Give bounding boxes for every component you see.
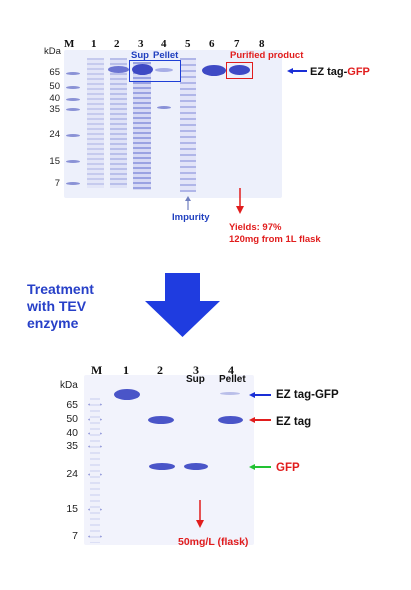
bottom-lane-label-1: 1 [123,363,129,377]
bottom-yield-label: 50mg/L (flask) [178,536,249,548]
top-mw-65: 65 [49,67,60,78]
top-lane-2-band [108,66,129,73]
bottom-lane-label-2: 2 [157,363,163,377]
top-mw-50: 50 [49,81,60,92]
top-target-label: EZ tag-GFP [310,66,370,78]
treatment-label: Treatment with TEV enzyme [27,281,94,331]
top-lane-5-smear [180,58,196,192]
gfp-band-label: GFP [276,462,300,474]
bottom-mw-65: 65 [66,399,78,411]
bottom-gel-image [84,375,254,545]
bottom-mw-7: 7 [72,530,78,542]
top-lane-7-band [229,65,250,75]
bottom-yield-arrow [196,500,204,528]
top-lane-label-6: 6 [209,38,215,50]
top-mw-24: 24 [49,129,60,140]
top-lane-4-band [155,68,173,72]
top-lane-4-faint-band [157,106,171,109]
top-yield-arrow [236,188,244,214]
bottom-mw-24: 24 [66,468,78,480]
top-lane-label-5: 5 [185,38,191,50]
tag-band-label: EZ tag [276,416,312,428]
top-lane-label-2: 2 [114,38,120,50]
purified-box [226,62,253,79]
bottom-pellet-label: Pellet [219,374,246,385]
impurity-arrow [185,196,191,210]
top-lane-label-1: 1 [91,38,97,50]
top-lane-label-8: 8 [259,38,265,50]
bottom-sup-label: Sup [186,374,205,385]
top-lane-label-m: M [64,38,75,50]
top-lane-label-3: 3 [138,38,144,50]
big-down-arrow [145,273,220,337]
purified-product-label: Purified product [230,50,304,61]
top-mw-35: 35 [49,104,60,115]
top-lane-1-smear [87,58,104,188]
bottom-mw-50: 50 [66,413,78,425]
top-mw-7: 7 [54,178,60,189]
bottom-lane-label-4: 4 [228,363,234,377]
bottom-mw-40: 40 [66,427,78,439]
bottom-lane-label-3: 3 [193,363,199,377]
impurity-label: Impurity [172,212,210,223]
top-pellet-label: Pellet [153,50,179,61]
top-lane-label-7: 7 [234,38,240,50]
bottom-lane-3-band-gfp [184,463,208,470]
top-lane-3-band [132,64,153,75]
bottom-lane-4-band-tag [218,416,243,424]
top-kda-label: kDa [44,46,61,57]
top-sup-label: Sup [131,50,149,61]
yield-line-1: Yields: 97% [229,222,282,233]
top-lane-3-smear [133,62,151,190]
top-lane-6-band [202,65,226,76]
bottom-lane-1-band-fusion [114,389,140,400]
top-target-arrow [287,68,307,74]
gfp-arrow [249,464,271,470]
bottom-mw-35: 35 [66,440,78,452]
tag-arrow [249,417,271,423]
top-lane-label-4: 4 [161,38,167,50]
sup-pellet-box [129,60,181,82]
top-mw-40: 40 [49,93,60,104]
top-lane-2-smear [110,58,127,188]
top-mw-15: 15 [49,156,60,167]
fusion-arrow [249,392,271,398]
fusion-band-label: EZ tag-GFP [276,389,339,401]
bottom-lane-4-faint-band [220,392,240,395]
bottom-lane-label-m: M [91,363,103,377]
yield-line-2: 120mg from 1L flask [229,234,321,245]
bottom-kda-label: kDa [60,380,78,391]
bottom-lane-2-band-tag [148,416,174,424]
bottom-lane-2-band-gfp [149,463,175,470]
bottom-mw-15: 15 [66,503,78,515]
